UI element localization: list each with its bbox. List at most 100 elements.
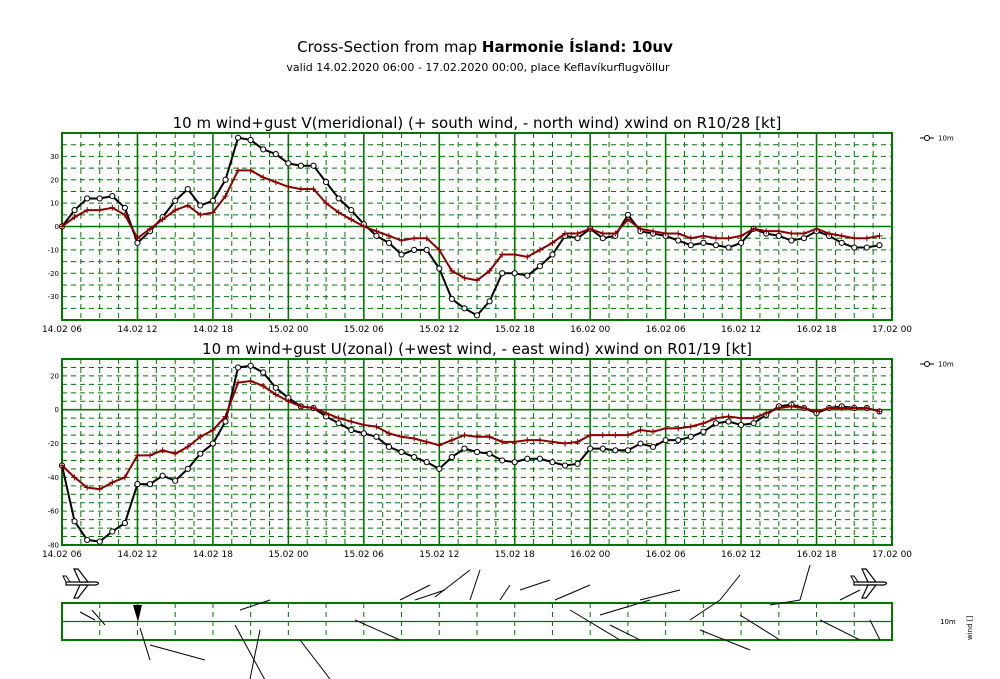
data-point <box>348 418 355 425</box>
x-tick-label: 16.02 06 <box>646 550 686 560</box>
data-point <box>260 369 267 376</box>
data-point <box>348 216 355 223</box>
data-point <box>813 225 820 232</box>
wind-barb <box>869 619 881 641</box>
x-tick-label: 16.02 06 <box>646 325 686 335</box>
y-tick-label: -80 <box>48 542 59 550</box>
x-tick-label: 16.02 18 <box>797 325 837 335</box>
data-point <box>448 267 455 274</box>
legend-marker <box>924 361 930 367</box>
y-tick-label: -10 <box>48 246 59 254</box>
data-point <box>700 420 707 427</box>
wind-barb <box>609 624 641 641</box>
data-point <box>96 195 103 202</box>
data-point <box>524 455 531 462</box>
data-point <box>411 435 418 442</box>
data-point <box>700 428 707 435</box>
data-point <box>549 239 556 246</box>
data-point <box>511 251 518 258</box>
data-point <box>71 214 78 221</box>
airplane-body <box>853 581 888 586</box>
airplane-tail <box>62 575 71 583</box>
data-point <box>84 195 91 202</box>
airplane-icon <box>850 568 888 599</box>
data-point <box>863 235 870 242</box>
data-point <box>675 425 682 432</box>
wind-barb <box>91 609 106 626</box>
wind-barb <box>139 627 151 661</box>
data-point <box>725 244 732 251</box>
data-point <box>763 228 770 235</box>
data-point <box>398 237 405 244</box>
x-tick-label: 17.02 00 <box>872 550 912 560</box>
data-point <box>260 174 267 181</box>
data-point <box>637 440 644 447</box>
data-point <box>536 455 543 462</box>
data-point <box>637 427 644 434</box>
wind-barb <box>719 574 741 601</box>
data-point <box>536 246 543 253</box>
data-point <box>411 246 418 253</box>
airplane-icons <box>62 568 888 599</box>
y-tick-label: 0 <box>55 223 59 231</box>
x-tick-label: 14.02 06 <box>42 550 82 560</box>
data-point <box>373 433 380 440</box>
data-point <box>838 405 845 412</box>
data-point <box>121 211 128 218</box>
data-point <box>473 312 481 319</box>
data-point <box>385 239 393 246</box>
data-point <box>461 432 468 439</box>
data-point <box>147 225 154 232</box>
x-tick-label: 16.02 12 <box>721 325 761 335</box>
data-point <box>222 413 229 420</box>
data-point <box>624 447 632 454</box>
data-point <box>499 270 506 277</box>
data-point <box>448 295 455 303</box>
y-tick-label: 0 <box>55 406 59 414</box>
wind-barb <box>249 629 261 679</box>
data-point <box>473 448 481 456</box>
wind-flag <box>133 605 142 622</box>
x-tick-label: 14.02 18 <box>193 325 233 335</box>
legend-label: 10m <box>938 135 954 143</box>
data-point <box>461 274 468 281</box>
data-point <box>373 423 380 430</box>
airplane-wing <box>73 584 90 599</box>
data-point <box>360 223 367 230</box>
wind-barb <box>499 584 511 601</box>
wind-barb <box>839 589 861 601</box>
data-point <box>499 457 506 464</box>
x-tick-label: 15.02 06 <box>344 550 384 560</box>
data-point <box>763 410 770 417</box>
data-point <box>561 462 569 469</box>
data-point <box>486 267 493 274</box>
data-point <box>574 438 581 445</box>
wind-barb <box>699 629 751 651</box>
airplane-icon <box>62 568 100 599</box>
airplane-wing <box>861 584 878 599</box>
x-tick-label: 14.02 18 <box>193 550 233 560</box>
data-point <box>536 263 543 270</box>
airplane-body <box>65 581 100 586</box>
data-point <box>687 235 694 242</box>
data-point <box>750 415 757 422</box>
data-point <box>172 477 179 484</box>
data-point <box>272 384 279 391</box>
data-point <box>197 202 204 209</box>
data-point <box>562 440 569 447</box>
data-point <box>687 433 694 440</box>
data-point <box>587 225 594 232</box>
y-tick-label: -20 <box>48 440 59 448</box>
data-point <box>574 460 581 467</box>
data-point <box>499 251 506 258</box>
data-point <box>712 242 720 249</box>
data-point <box>813 408 820 415</box>
y-tick-label: -40 <box>48 474 59 482</box>
data-point <box>826 230 833 237</box>
data-point <box>134 235 141 242</box>
y-tick-label: -60 <box>48 508 59 516</box>
data-point <box>826 405 833 412</box>
data-point <box>71 474 78 481</box>
data-point <box>272 179 279 186</box>
data-point <box>687 242 694 249</box>
